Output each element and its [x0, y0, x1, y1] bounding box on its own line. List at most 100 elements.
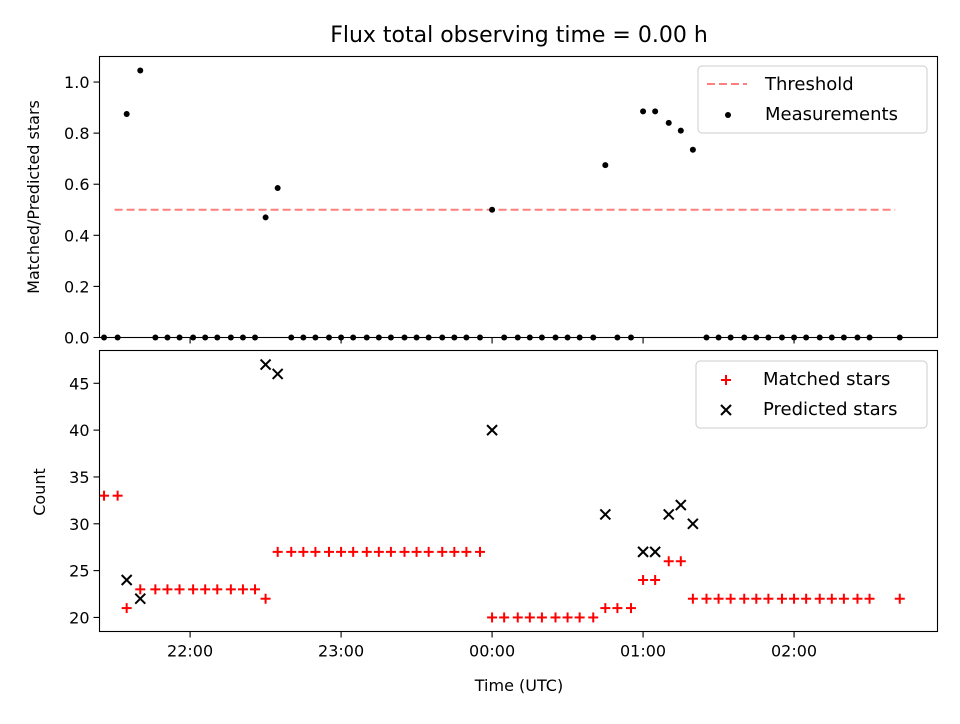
top-axes-frame — [98, 55, 939, 339]
matched-star-point — [612, 603, 623, 614]
measurement-point — [640, 108, 647, 115]
measurement-point — [689, 146, 696, 153]
matched-star-point — [324, 546, 335, 557]
matched-star-point — [298, 546, 309, 557]
matched-star-point — [574, 612, 585, 623]
matched-star-point — [776, 593, 787, 604]
matched-star-point — [385, 546, 396, 557]
bottom-ylabel: Count — [30, 468, 49, 516]
matched-star-point — [826, 593, 837, 604]
y-tick-label: 40 — [69, 421, 89, 440]
matched-star-point — [174, 584, 185, 595]
matched-star-point — [562, 612, 573, 623]
x-tick-label: 22:00 — [167, 642, 213, 661]
x-tick-label: 00:00 — [469, 642, 515, 661]
legend-matched-marker — [721, 375, 731, 385]
predicted-star-point — [687, 518, 699, 530]
legend-x-glyph — [720, 404, 732, 416]
measurement-point — [274, 185, 281, 192]
bottom-axes-frame — [98, 349, 939, 633]
matched-star-point — [713, 593, 724, 604]
matched-star-point — [650, 574, 661, 585]
matched-star-point — [162, 584, 173, 595]
matched-star-point — [864, 593, 875, 604]
matched-star-point — [675, 556, 686, 567]
matched-star-point — [399, 546, 410, 557]
y-tick-label: 1.0 — [64, 73, 89, 92]
matched-star-point — [112, 490, 123, 501]
measurement-point — [677, 127, 684, 134]
y-tick-label: 30 — [69, 515, 89, 534]
measurement-point — [137, 67, 144, 74]
matched-star-point — [814, 593, 825, 604]
matched-star-point — [135, 584, 146, 595]
matched-star-point — [512, 612, 523, 623]
matched-star-point — [200, 584, 211, 595]
legend-predicted-label: Predicted stars — [763, 399, 897, 420]
matched-star-point — [437, 546, 448, 557]
matched-star-point — [286, 546, 297, 557]
y-tick-label: 35 — [69, 468, 89, 487]
matched-star-point — [852, 593, 863, 604]
measurement-point — [262, 214, 269, 221]
matched-star-point — [894, 593, 905, 604]
matched-star-point — [373, 546, 384, 557]
matched-star-point — [449, 546, 460, 557]
matched-star-point — [524, 612, 535, 623]
matched-star-point — [701, 593, 712, 604]
matched-star-point — [423, 546, 434, 557]
y-tick-label: 0.6 — [64, 175, 89, 194]
legend-plus-glyph — [721, 375, 731, 385]
matched-star-point — [725, 593, 736, 604]
predicted-star-point — [599, 508, 612, 521]
matched-star-point — [801, 593, 812, 604]
matched-star-point — [225, 584, 236, 595]
matched-star-point — [272, 546, 283, 557]
y-tick-label: 0.0 — [64, 329, 89, 348]
matched-star-point — [361, 546, 372, 557]
matched-star-point — [739, 593, 750, 604]
predicted-star-point — [675, 499, 687, 511]
x-tick-label: 02:00 — [771, 642, 817, 661]
y-tick-label: 0.8 — [64, 124, 89, 143]
matched-star-point — [588, 612, 599, 623]
top-panel: 0.0 0.2 0.4 0.6 0.8 1.0 Matched/Predicted sta… — [24, 55, 939, 348]
measurement-point — [665, 119, 672, 126]
matched-star-point — [487, 612, 498, 623]
matched-star-point — [461, 546, 472, 557]
y-tick-label: 45 — [69, 374, 89, 393]
matched-star-point — [751, 593, 762, 604]
bottom-panel: 20 25 30 35 40 45 22:00 23:00 00:00 01:00 02:00 C… — [30, 349, 939, 695]
matched-star-point — [411, 546, 422, 557]
predicted-star-point — [637, 546, 649, 558]
matched-star-point — [789, 593, 800, 604]
legend-matched-label: Matched stars — [763, 369, 890, 390]
top-legend: Threshold Measurements — [697, 65, 928, 134]
measurement-point — [489, 206, 496, 213]
x-tick-label: 01:00 — [620, 642, 666, 661]
matched-star-point — [121, 603, 132, 614]
matched-star-point — [336, 546, 347, 557]
matched-star-point — [260, 593, 271, 604]
predicted-star-point — [271, 368, 284, 380]
y-tick-label: 25 — [69, 562, 89, 581]
measurement-point — [652, 108, 659, 115]
predicted-star-point — [649, 546, 661, 558]
legend-measurements-label: Measurements — [765, 104, 898, 125]
bottom-xlabel: Time (UTC) — [474, 676, 563, 695]
predicted-star-point — [134, 593, 146, 605]
matched-star-point — [250, 584, 261, 595]
legend-predicted-marker — [720, 404, 732, 416]
matched-star-point — [625, 603, 636, 614]
top-ylabel: Matched/Predicted stars — [24, 100, 43, 294]
predicted-star-point — [663, 508, 675, 521]
matched-star-point — [763, 593, 774, 604]
matched-star-point — [212, 584, 223, 595]
matched-star-point — [687, 593, 698, 604]
measurement-point — [123, 110, 130, 117]
matched-star-point — [188, 584, 199, 595]
bottom-legend: Matched stars Predicted stars — [695, 360, 928, 429]
matched-star-point — [474, 546, 485, 557]
chart-title: Flux total observing time = 0.00 h — [330, 23, 708, 48]
